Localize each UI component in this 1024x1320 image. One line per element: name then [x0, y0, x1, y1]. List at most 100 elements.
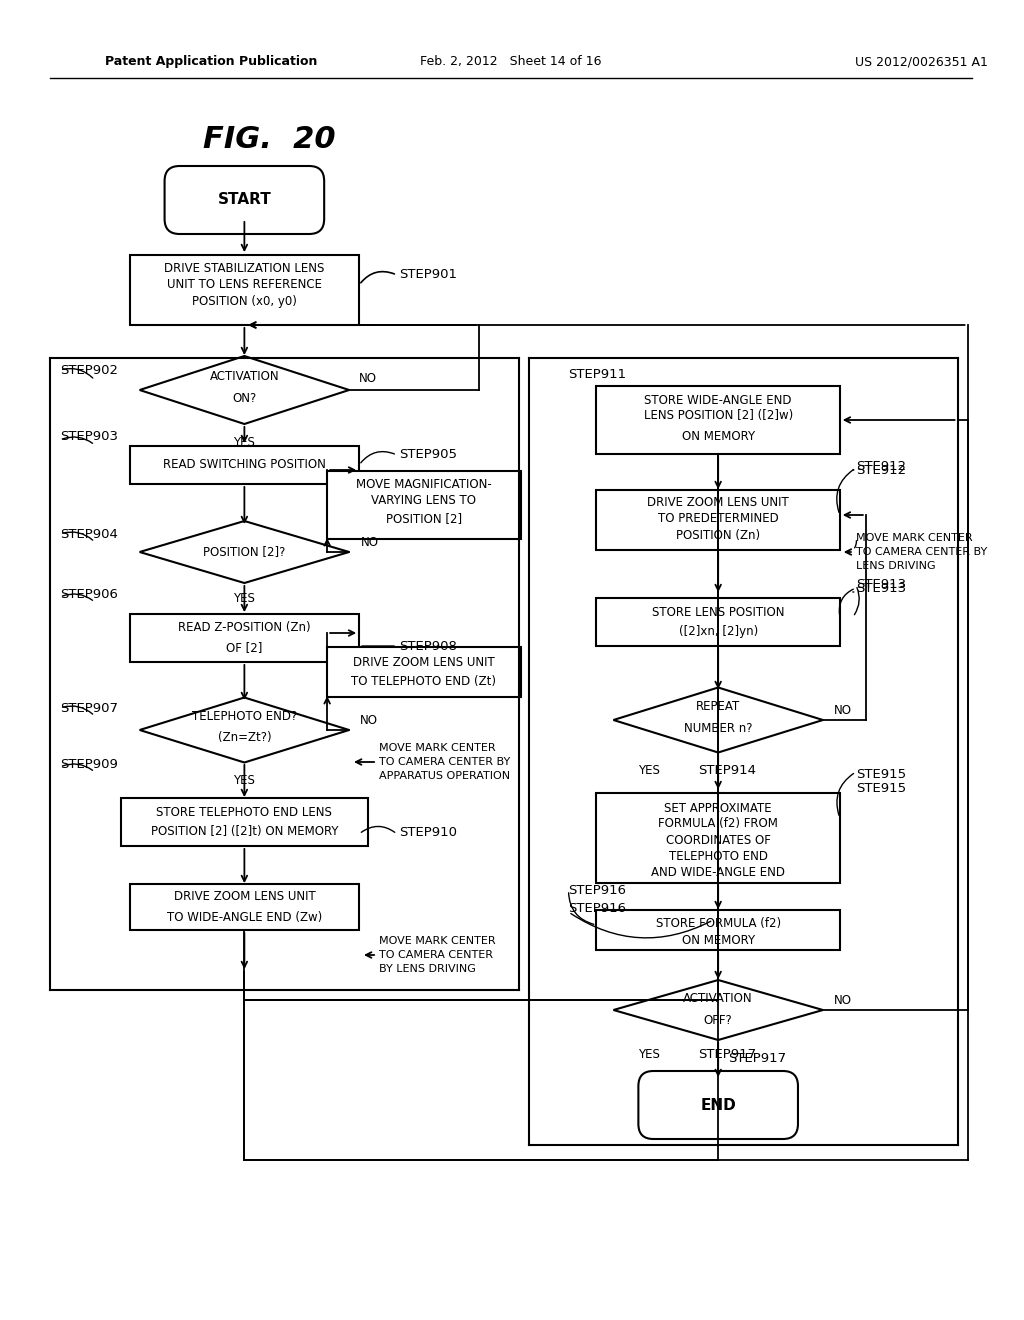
Polygon shape	[613, 979, 823, 1040]
Text: FIG.  20: FIG. 20	[203, 125, 336, 154]
Text: STORE WIDE-ANGLE END: STORE WIDE-ANGLE END	[644, 393, 792, 407]
Text: STE915: STE915	[856, 768, 906, 781]
FancyBboxPatch shape	[130, 255, 359, 325]
Text: STEP903: STEP903	[59, 429, 118, 442]
Text: STEP908: STEP908	[399, 639, 457, 652]
Text: NO: NO	[361, 536, 379, 549]
Text: STEP909: STEP909	[59, 759, 118, 771]
FancyBboxPatch shape	[596, 793, 841, 883]
Text: MOVE MARK CENTER: MOVE MARK CENTER	[379, 936, 496, 946]
Text: YES: YES	[233, 593, 255, 606]
Text: YES: YES	[233, 774, 255, 787]
Text: BY LENS DRIVING: BY LENS DRIVING	[379, 964, 476, 974]
Text: ON MEMORY: ON MEMORY	[682, 429, 755, 442]
Text: DRIVE ZOOM LENS UNIT: DRIVE ZOOM LENS UNIT	[353, 656, 495, 668]
Text: STEP910: STEP910	[399, 825, 457, 838]
Text: UNIT TO LENS REFERENCE: UNIT TO LENS REFERENCE	[167, 277, 322, 290]
Text: STEP907: STEP907	[59, 701, 118, 714]
Text: STEP917: STEP917	[698, 1048, 757, 1061]
Text: MOVE MARK CENTER: MOVE MARK CENTER	[379, 743, 496, 752]
Text: NUMBER n?: NUMBER n?	[684, 722, 753, 734]
Text: ON MEMORY: ON MEMORY	[682, 933, 755, 946]
Text: STORE TELEPHOTO END LENS: STORE TELEPHOTO END LENS	[157, 805, 333, 818]
Text: STE912: STE912	[856, 463, 906, 477]
Text: NO: NO	[834, 994, 852, 1006]
Text: REPEAT: REPEAT	[696, 700, 740, 713]
Text: YES: YES	[638, 763, 660, 776]
Text: ACTIVATION: ACTIVATION	[683, 991, 753, 1005]
Text: STEP917: STEP917	[728, 1052, 786, 1064]
Polygon shape	[139, 521, 349, 583]
Text: STEP901: STEP901	[399, 268, 457, 281]
Text: STEP906: STEP906	[59, 589, 118, 602]
FancyBboxPatch shape	[327, 471, 521, 539]
Text: DRIVE STABILIZATION LENS: DRIVE STABILIZATION LENS	[164, 261, 325, 275]
Text: POSITION [2]: POSITION [2]	[386, 512, 462, 525]
Text: LENS DRIVING: LENS DRIVING	[856, 561, 936, 572]
FancyBboxPatch shape	[596, 598, 841, 645]
Text: STEP916: STEP916	[568, 902, 627, 915]
Text: YES: YES	[638, 1048, 660, 1061]
Text: COORDINATES OF: COORDINATES OF	[666, 833, 771, 846]
Text: APPARATUS OPERATION: APPARATUS OPERATION	[379, 771, 510, 781]
Text: READ SWITCHING POSITION: READ SWITCHING POSITION	[163, 458, 326, 471]
FancyBboxPatch shape	[130, 884, 359, 931]
Text: MOVE MARK CENTER: MOVE MARK CENTER	[856, 533, 973, 543]
Polygon shape	[139, 697, 349, 763]
Text: Patent Application Publication: Patent Application Publication	[104, 55, 317, 69]
FancyBboxPatch shape	[638, 1071, 798, 1139]
FancyBboxPatch shape	[596, 385, 841, 454]
Polygon shape	[613, 688, 823, 752]
Text: STEP916: STEP916	[568, 883, 627, 896]
FancyBboxPatch shape	[121, 799, 368, 846]
FancyBboxPatch shape	[130, 614, 359, 663]
Text: ON?: ON?	[232, 392, 256, 404]
Text: NO: NO	[834, 704, 852, 717]
FancyBboxPatch shape	[130, 446, 359, 484]
Text: TO TELEPHOTO END (Zt): TO TELEPHOTO END (Zt)	[351, 676, 497, 689]
Text: FORMULA (f2) FROM: FORMULA (f2) FROM	[658, 817, 778, 830]
Text: POSITION [2] ([2]t) ON MEMORY: POSITION [2] ([2]t) ON MEMORY	[151, 825, 338, 838]
Text: US 2012/0026351 A1: US 2012/0026351 A1	[855, 55, 987, 69]
Text: Feb. 2, 2012   Sheet 14 of 16: Feb. 2, 2012 Sheet 14 of 16	[420, 55, 601, 69]
Text: STORE LENS POSITION: STORE LENS POSITION	[652, 606, 784, 619]
Text: AND WIDE-ANGLE END: AND WIDE-ANGLE END	[651, 866, 785, 879]
Text: STORE FORMULA (f2): STORE FORMULA (f2)	[655, 917, 780, 931]
Text: POSITION [2]?: POSITION [2]?	[203, 545, 286, 558]
Text: (Zn=Zt?): (Zn=Zt?)	[217, 731, 271, 744]
Text: NO: NO	[359, 371, 377, 384]
Text: STEP911: STEP911	[568, 368, 627, 381]
Text: TO CAMERA CENTER BY: TO CAMERA CENTER BY	[856, 546, 987, 557]
Text: STEP914: STEP914	[698, 763, 756, 776]
Text: OF [2]: OF [2]	[226, 642, 262, 655]
Text: TELEPHOTO END?: TELEPHOTO END?	[191, 710, 297, 722]
Text: ([2]xn, [2]yn): ([2]xn, [2]yn)	[679, 626, 758, 639]
Text: TO CAMERA CENTER: TO CAMERA CENTER	[379, 950, 493, 960]
Text: YES: YES	[233, 436, 255, 449]
Text: STEP904: STEP904	[59, 528, 118, 540]
FancyBboxPatch shape	[596, 490, 841, 550]
Polygon shape	[139, 356, 349, 424]
Text: STE912: STE912	[856, 459, 906, 473]
Text: ACTIVATION: ACTIVATION	[210, 370, 280, 383]
Text: MOVE MAGNIFICATION-: MOVE MAGNIFICATION-	[356, 479, 492, 491]
Text: NO: NO	[360, 714, 378, 726]
Text: TO CAMERA CENTER BY: TO CAMERA CENTER BY	[379, 756, 510, 767]
Text: STE913: STE913	[856, 582, 906, 594]
Text: POSITION (x0, y0): POSITION (x0, y0)	[191, 296, 297, 309]
Text: START: START	[217, 193, 271, 207]
FancyBboxPatch shape	[327, 647, 521, 697]
Text: DRIVE ZOOM LENS UNIT: DRIVE ZOOM LENS UNIT	[647, 495, 790, 508]
Text: TELEPHOTO END: TELEPHOTO END	[669, 850, 768, 862]
Text: STEP905: STEP905	[399, 449, 457, 462]
Text: READ Z-POSITION (Zn): READ Z-POSITION (Zn)	[178, 622, 310, 635]
Text: STE913: STE913	[856, 578, 906, 591]
FancyBboxPatch shape	[596, 909, 841, 950]
Text: TO PREDETERMINED: TO PREDETERMINED	[657, 511, 778, 524]
Text: END: END	[700, 1097, 736, 1113]
FancyBboxPatch shape	[165, 166, 325, 234]
Text: OFF?: OFF?	[703, 1014, 732, 1027]
Text: STEP902: STEP902	[59, 363, 118, 376]
Text: SET APPROXIMATE: SET APPROXIMATE	[665, 801, 772, 814]
Text: VARYING LENS TO: VARYING LENS TO	[372, 495, 476, 507]
